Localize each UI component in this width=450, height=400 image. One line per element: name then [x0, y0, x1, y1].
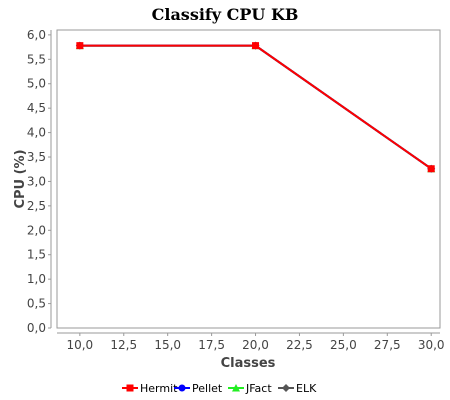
data-point	[252, 42, 260, 50]
y-tick-label: 5,0	[27, 77, 46, 91]
y-tick-label: 5,5	[27, 52, 46, 66]
legend-marker	[178, 384, 186, 392]
x-tick-label: 20,0	[242, 338, 269, 352]
y-axis-label: CPU (%)	[13, 149, 28, 208]
x-axis-label: Classes	[221, 356, 276, 371]
legend-marker	[126, 384, 134, 392]
y-tick-label: 2,5	[27, 199, 46, 213]
x-tick-label: 17,5	[198, 338, 225, 352]
x-tick-label: 22,5	[286, 338, 313, 352]
legend-label: ELK	[296, 382, 317, 395]
legend-item-hermit: Hermit	[122, 382, 178, 395]
legend-marker	[232, 384, 240, 392]
x-axis: 10,0 12,5 15,0 17,5 20,0 22,5 25,0 27,5 30,0	[57, 332, 445, 352]
x-tick-label: 27,5	[374, 338, 401, 352]
y-tick-label: 0,0	[27, 321, 46, 335]
legend-item-jfact: JFact	[228, 382, 272, 395]
y-tick-label: 6,0	[27, 28, 46, 42]
series-hermit	[76, 42, 435, 173]
x-tick-label: 12,5	[110, 338, 137, 352]
y-tick-label: 2,0	[27, 223, 46, 237]
data-point	[76, 42, 84, 50]
y-tick-label: 4,0	[27, 126, 46, 140]
series-layer	[75, 41, 436, 173]
y-tick-label: 1,0	[27, 272, 46, 286]
legend-item-elk: ELK	[278, 382, 317, 395]
x-tick-label: 30,0	[418, 338, 445, 352]
legend-label: JFact	[245, 382, 272, 395]
y-tick-label: 1,5	[27, 248, 46, 262]
legend-item-pellet: Pellet	[174, 382, 223, 395]
y-tick-label: 3,0	[27, 174, 46, 188]
legend-label: Pellet	[192, 382, 223, 395]
y-axis: 0,0 0,5 1,0 1,5 2,0 2,5 3,0 3,5 4,0 4,5 5,0 5,5 6,0	[27, 28, 52, 335]
x-tick-label: 10,0	[66, 338, 93, 352]
x-tick-label: 25,0	[330, 338, 357, 352]
y-tick-label: 3,5	[27, 150, 46, 164]
plot-area	[56, 29, 441, 329]
chart-title: Classify CPU KB	[152, 5, 299, 24]
legend-marker	[282, 384, 290, 392]
legend-label: Hermit	[140, 382, 178, 395]
y-tick-label: 0,5	[27, 297, 46, 311]
data-point	[427, 165, 435, 173]
y-tick-label: 4,5	[27, 101, 46, 115]
legend: Hermit Pellet JFact ELK	[122, 382, 317, 395]
x-tick-label: 15,0	[154, 338, 181, 352]
